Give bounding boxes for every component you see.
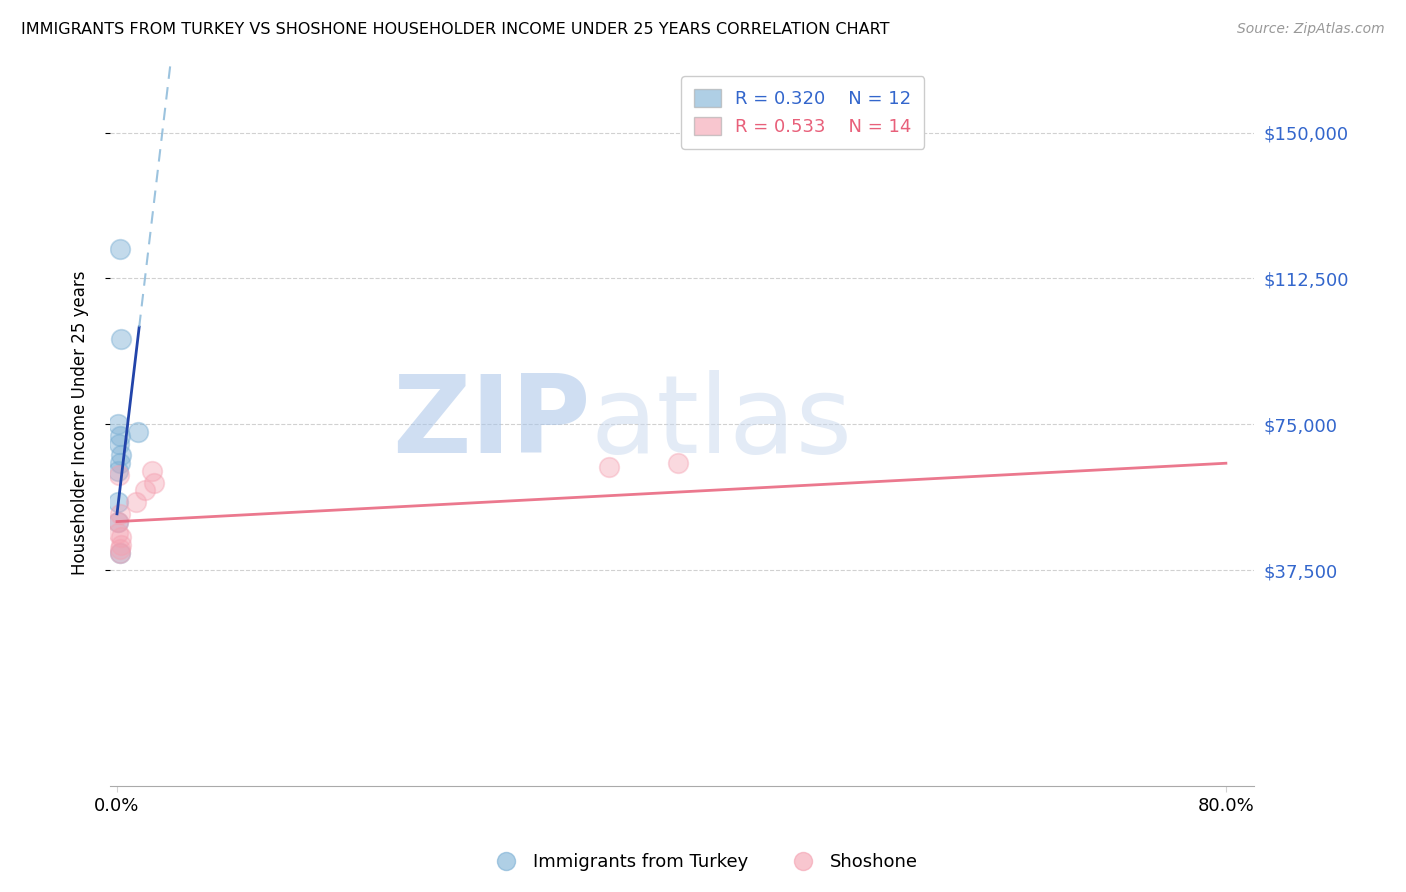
Legend: R = 0.320    N = 12, R = 0.533    N = 14: R = 0.320 N = 12, R = 0.533 N = 14 [681, 76, 924, 149]
Legend: Immigrants from Turkey, Shoshone: Immigrants from Turkey, Shoshone [481, 847, 925, 879]
Text: IMMIGRANTS FROM TURKEY VS SHOSHONE HOUSEHOLDER INCOME UNDER 25 YEARS CORRELATION: IMMIGRANTS FROM TURKEY VS SHOSHONE HOUSE… [21, 22, 890, 37]
Point [127, 425, 149, 439]
Point [141, 464, 163, 478]
Point [125, 495, 148, 509]
Point [107, 417, 129, 432]
Point [143, 475, 166, 490]
Point [110, 538, 132, 552]
Point [134, 483, 156, 498]
Point [598, 460, 620, 475]
Point [666, 456, 689, 470]
Point [110, 530, 132, 544]
Point [107, 495, 129, 509]
Y-axis label: Householder Income Under 25 years: Householder Income Under 25 years [72, 270, 89, 575]
Point [108, 467, 131, 482]
Point [108, 429, 131, 443]
Point [110, 456, 132, 470]
Text: Source: ZipAtlas.com: Source: ZipAtlas.com [1237, 22, 1385, 37]
Point [107, 464, 129, 478]
Point [108, 507, 131, 521]
Point [110, 332, 132, 346]
Point [107, 526, 129, 541]
Text: atlas: atlas [591, 370, 852, 475]
Point [110, 242, 132, 256]
Text: ZIP: ZIP [392, 370, 591, 475]
Point [108, 541, 131, 556]
Point [108, 546, 131, 560]
Point [108, 546, 131, 560]
Point [110, 449, 132, 463]
Point [107, 515, 129, 529]
Point [107, 515, 129, 529]
Point [108, 437, 131, 451]
